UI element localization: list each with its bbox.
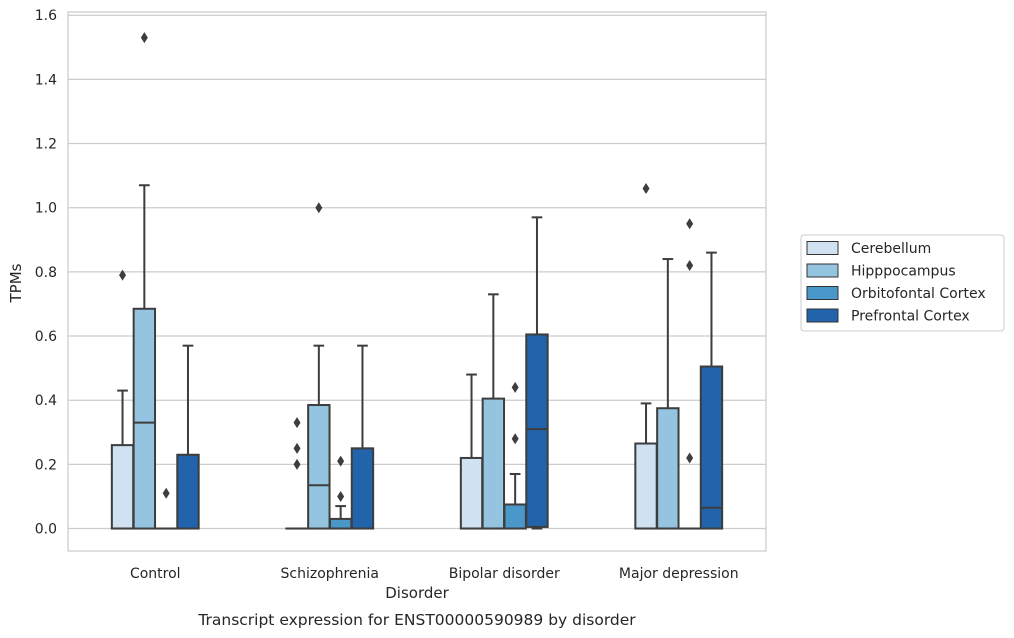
box-hipppocampus — [307, 202, 331, 530]
plot-layer — [110, 32, 724, 530]
x-tick-label: Major depression — [619, 566, 739, 582]
iqr-box — [525, 333, 549, 528]
box-orbitofontal-cortex — [154, 487, 178, 530]
y-tick-labels: 0.0 0.2 0.4 0.6 0.8 1.0 1.2 1.4 1.6 — [35, 8, 57, 537]
legend-entry: Cerebellum — [806, 241, 931, 257]
iqr-box — [503, 503, 527, 530]
iqr-box — [176, 453, 200, 530]
legend-entry: Prefrontal Cortex — [806, 308, 970, 325]
outlier-point — [140, 32, 148, 44]
legend-swatch — [806, 263, 839, 278]
outlier-point — [511, 433, 519, 445]
outlier-point — [686, 218, 694, 230]
x-tick-labels: Control Schizophrenia Bipolar disorder Majo… — [130, 566, 739, 582]
y-tick-label: 0.8 — [35, 265, 57, 281]
y-tick-label: 0.4 — [35, 393, 57, 409]
outlier-point — [337, 455, 345, 467]
box-prefrontal-cortex — [350, 344, 375, 530]
box-hipppocampus — [656, 258, 680, 530]
box-orbitofontal-cortex — [677, 218, 702, 530]
y-tick-label: 0.0 — [35, 522, 57, 538]
outlier-point — [315, 202, 323, 214]
outlier-point — [686, 259, 694, 271]
legend-swatch — [806, 308, 839, 323]
legend-label: Orbitofontal Cortex — [851, 286, 986, 302]
outlier-point — [162, 487, 170, 499]
legend: Cerebellum Hipppocampus Orbitofontal Corte… — [800, 234, 1005, 332]
y-axis-title: TPMs — [7, 263, 25, 303]
iqr-box — [110, 444, 135, 530]
legend-entry: Hipppocampus — [806, 263, 956, 280]
box-orbitofontal-cortex — [503, 381, 527, 530]
outlier-point — [293, 442, 301, 454]
legend-label: Hipppocampus — [851, 264, 956, 280]
iqr-box — [699, 365, 724, 530]
x-tick-label: Schizophrenia — [281, 566, 379, 582]
box-cerebellum — [285, 417, 309, 530]
outlier-point — [686, 452, 694, 464]
y-tick-label: 1.2 — [35, 137, 57, 153]
legend-swatch — [806, 241, 839, 255]
legend-label: Prefrontal Cortex — [851, 309, 970, 325]
box-hipppocampus — [481, 293, 506, 530]
outlier-point — [293, 458, 301, 470]
box-cerebellum — [110, 269, 135, 530]
iqr-box — [656, 407, 680, 530]
box-cerebellum — [459, 373, 484, 530]
outlier-point — [119, 269, 127, 281]
iqr-box — [634, 442, 658, 530]
box-cerebellum — [634, 182, 658, 530]
x-tick-label: Control — [130, 566, 181, 582]
iqr-box — [350, 447, 375, 530]
outlier-point — [337, 490, 345, 502]
legend-frame — [800, 234, 1005, 332]
y-tick-label: 1.0 — [35, 201, 57, 217]
y-tick-label: 0.2 — [35, 457, 57, 473]
box-orbitofontal-cortex — [328, 455, 353, 530]
iqr-box — [481, 397, 506, 530]
iqr-box — [307, 404, 331, 530]
iqr-box — [132, 307, 157, 530]
box-prefrontal-cortex — [525, 216, 549, 530]
legend-entry: Orbitofontal Cortex — [806, 286, 986, 302]
x-tick-label: Bipolar disorder — [449, 566, 560, 582]
y-tick-label: 1.6 — [35, 8, 57, 24]
box-prefrontal-cortex — [176, 344, 200, 530]
legend-entries: Cerebellum Hipppocampus Orbitofontal Corte… — [806, 241, 986, 325]
plot-frame — [67, 11, 767, 552]
x-axis-title: Disorder — [385, 584, 449, 602]
iqr-box — [459, 456, 484, 530]
box-hipppocampus — [132, 32, 157, 530]
outlier-point — [642, 182, 650, 194]
y-tick-label: 1.4 — [35, 72, 57, 88]
outlier-point — [293, 417, 301, 429]
outlier-point — [511, 381, 519, 393]
legend-label: Cerebellum — [851, 241, 931, 257]
iqr-box — [328, 517, 353, 530]
chart-caption: Transcript expression for ENST0000059098… — [197, 611, 636, 629]
y-tick-label: 0.6 — [35, 329, 57, 345]
box-prefrontal-cortex — [699, 251, 724, 530]
legend-swatch — [806, 286, 839, 300]
